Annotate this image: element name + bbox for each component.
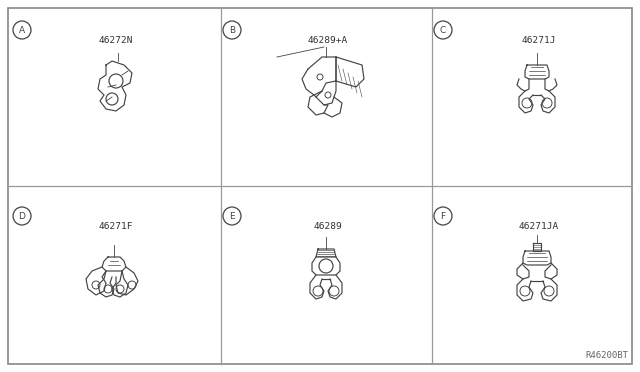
Text: C: C [440, 26, 446, 35]
Text: B: B [229, 26, 235, 35]
Text: 46272N: 46272N [99, 36, 133, 45]
Text: D: D [19, 212, 26, 221]
Text: F: F [440, 212, 445, 221]
Text: 46289+A: 46289+A [308, 36, 348, 45]
Text: 46271J: 46271J [522, 36, 556, 45]
Text: 46271F: 46271F [99, 222, 133, 231]
Text: E: E [229, 212, 235, 221]
Text: R46200BT: R46200BT [585, 351, 628, 360]
Text: A: A [19, 26, 25, 35]
Text: 46289: 46289 [314, 222, 342, 231]
Text: 46271JA: 46271JA [519, 222, 559, 231]
